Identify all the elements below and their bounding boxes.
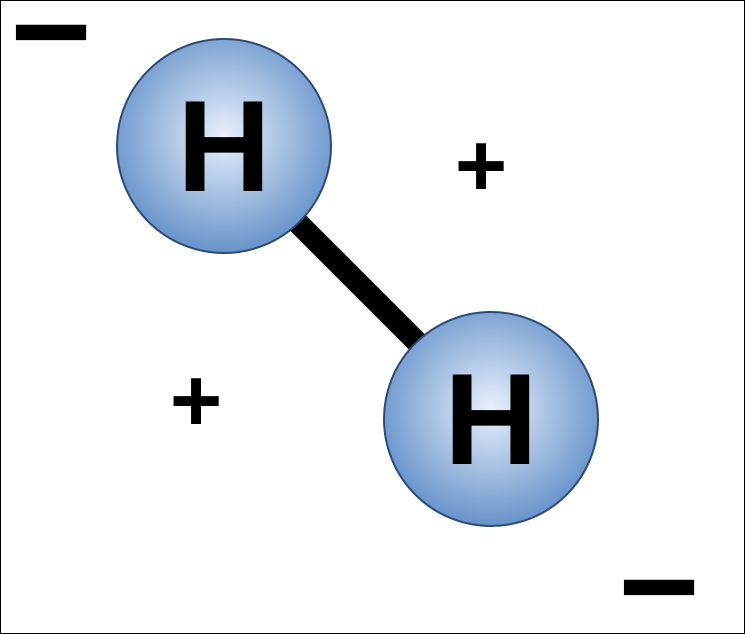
molecule-diagram: H H − + + − [0, 0, 745, 634]
minus-sign-3: − [589, 516, 729, 634]
plus-sign-1: + [436, 121, 526, 211]
atom-label-0: H [177, 73, 271, 219]
atom-label-1: H [444, 346, 538, 492]
minus-sign-0: − [0, 0, 121, 101]
bond-line [294, 219, 421, 346]
plus-sign-2: + [151, 356, 241, 446]
